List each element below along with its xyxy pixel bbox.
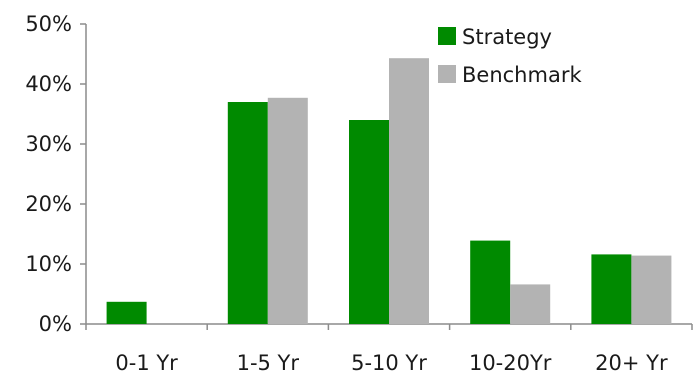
axes: [80, 23, 693, 330]
bar-strategy-1: [227, 102, 268, 324]
bar-benchmark-4: [631, 255, 672, 324]
category-label: 0-1 Yr: [115, 351, 178, 375]
legend-label-benchmark: Benchmark: [462, 63, 582, 87]
legend-swatch-benchmark: [438, 65, 456, 83]
y-tick-label: 40%: [25, 72, 72, 96]
bar-benchmark-3: [510, 284, 551, 324]
category-label: 1-5 Yr: [237, 351, 300, 375]
category-label: 5-10 Yr: [351, 351, 427, 375]
category-labels: 0-1 Yr 1-5 Yr 5-10 Yr 10-20Yr 20+ Yr: [115, 351, 668, 375]
bar-strategy-0: [106, 301, 147, 324]
category-label: 20+ Yr: [595, 351, 668, 375]
bar-strategy-3: [470, 240, 511, 324]
y-tick-labels: 0% 10% 20% 30% 40% 50%: [25, 12, 72, 336]
legend-swatch-strategy: [438, 27, 456, 45]
bars: [106, 58, 672, 324]
y-tick-label: 30%: [25, 132, 72, 156]
y-tick-label: 10%: [25, 252, 72, 276]
bar-benchmark-1: [267, 97, 308, 324]
y-tick-label: 20%: [25, 192, 72, 216]
category-label: 10-20Yr: [469, 351, 552, 375]
legend-label-strategy: Strategy: [462, 25, 552, 49]
bar-strategy-2: [349, 120, 389, 324]
y-tick-label: 0%: [39, 312, 72, 336]
y-tick-label: 50%: [25, 12, 72, 36]
legend: Strategy Benchmark: [438, 25, 582, 87]
bar-benchmark-2: [389, 58, 429, 324]
bar-strategy-4: [591, 254, 632, 324]
